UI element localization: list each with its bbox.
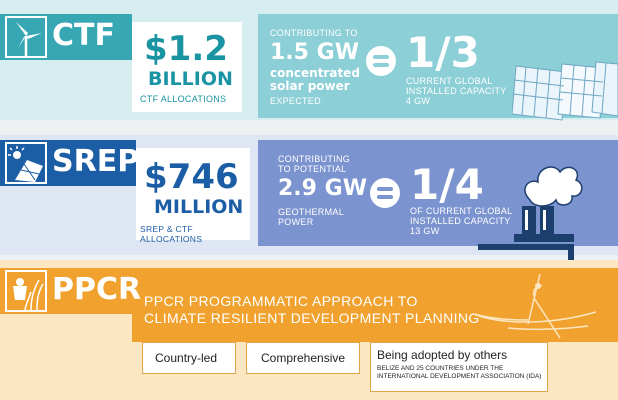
being-adopted-sub-line1: BELIZE AND 25 COUNTRIES UNDER THE <box>377 365 504 372</box>
srep-gw-value: 2.9 GW <box>278 176 367 201</box>
country-led-label: Country-led <box>155 351 218 365</box>
ctf-amount-unit: BILLION <box>148 68 233 90</box>
wind-turbine-icon <box>4 16 48 58</box>
ppcr-approach-text: PPCR PROGRAMMATIC APPROACH TO CLIMATE RE… <box>144 293 480 327</box>
being-adopted-label: Being adopted by others <box>377 348 508 362</box>
srep-amount: $746 <box>144 157 239 197</box>
being-adopted-sub-line2: INTERNATIONAL DEVELOPMENT ASSOCIATION (I… <box>377 373 542 380</box>
ctf-title: CTF <box>52 18 115 53</box>
ctf-expected-label: EXPECTED <box>270 96 321 106</box>
country-led-box: Country-led <box>142 342 236 374</box>
ppcr-approach-line2: CLIMATE RESILIENT DEVELOPMENT PLANNING <box>144 310 480 326</box>
ctf-capacity-line3: 4 GW <box>406 96 431 106</box>
equals-icon <box>370 178 400 208</box>
comprehensive-label: Comprehensive <box>261 351 346 365</box>
ctf-amount: $1.2 <box>144 29 228 69</box>
being-adopted-box: Being adopted by others BELIZE AND 25 CO… <box>370 342 548 392</box>
sun-solar-panel-icon <box>5 142 47 184</box>
srep-allocations-label: SREP & CTF ALLOCATIONS <box>140 224 203 244</box>
srep-amount-unit: MILLION <box>154 196 244 218</box>
person-in-crops-icon <box>5 270 47 312</box>
solar-panels-icon <box>511 58 618 124</box>
srep-capacity-line3: 13 GW <box>410 226 440 236</box>
ctf-power-line1: concentrated <box>270 66 360 80</box>
ctf-power-line2: solar power <box>270 79 350 93</box>
ppcr-title: PPCR <box>52 272 142 307</box>
ctf-fraction: 1/3 <box>406 28 480 77</box>
srep-contributing-line2: TO POTENTIAL <box>278 164 347 174</box>
srep-amount-box: $746 MILLION SREP & CTF ALLOCATIONS <box>136 148 250 244</box>
ctf-contributing-label: CONTRIBUTING TO <box>270 28 358 38</box>
comprehensive-box: Comprehensive <box>246 342 360 374</box>
srep-capacity-text: OF CURRENT GLOBAL INSTALLED CAPACITY 13 … <box>410 206 512 236</box>
ppcr-approach-line1: PPCR PROGRAMMATIC APPROACH TO <box>144 293 418 309</box>
ctf-capacity-text: CURRENT GLOBAL INSTALLED CAPACITY 4 GW <box>406 76 507 106</box>
equals-icon <box>366 46 396 76</box>
ctf-gw-value: 1.5 GW <box>270 40 359 65</box>
srep-contributing-line1: CONTRIBUTING <box>278 154 351 164</box>
ctf-allocations-label: CTF ALLOCATIONS <box>140 94 227 104</box>
being-adopted-subtext: BELIZE AND 25 COUNTRIES UNDER THE INTERN… <box>377 365 541 381</box>
ctf-amount-box: $1.2 BILLION CTF ALLOCATIONS <box>132 22 242 112</box>
srep-power-type: GEOTHERMAL POWER <box>278 207 344 227</box>
srep-fraction: 1/4 <box>410 160 484 209</box>
ctf-capacity-line2: INSTALLED CAPACITY <box>406 86 507 96</box>
srep-title: SREP <box>52 144 140 179</box>
ctf-power-type: concentrated solar power <box>270 67 360 93</box>
srep-contributing-text: CONTRIBUTING TO POTENTIAL <box>278 154 350 174</box>
srep-power-line2: POWER <box>278 217 314 227</box>
ctf-capacity-line1: CURRENT GLOBAL <box>406 76 493 86</box>
geothermal-plant-icon <box>478 148 618 266</box>
srep-capacity-line1: OF CURRENT GLOBAL <box>410 206 513 216</box>
fisherman-boat-icon <box>468 268 618 344</box>
ctf-header-tab <box>0 14 132 60</box>
srep-capacity-line2: INSTALLED CAPACITY <box>410 216 511 226</box>
srep-power-line1: GEOTHERMAL <box>278 207 345 217</box>
